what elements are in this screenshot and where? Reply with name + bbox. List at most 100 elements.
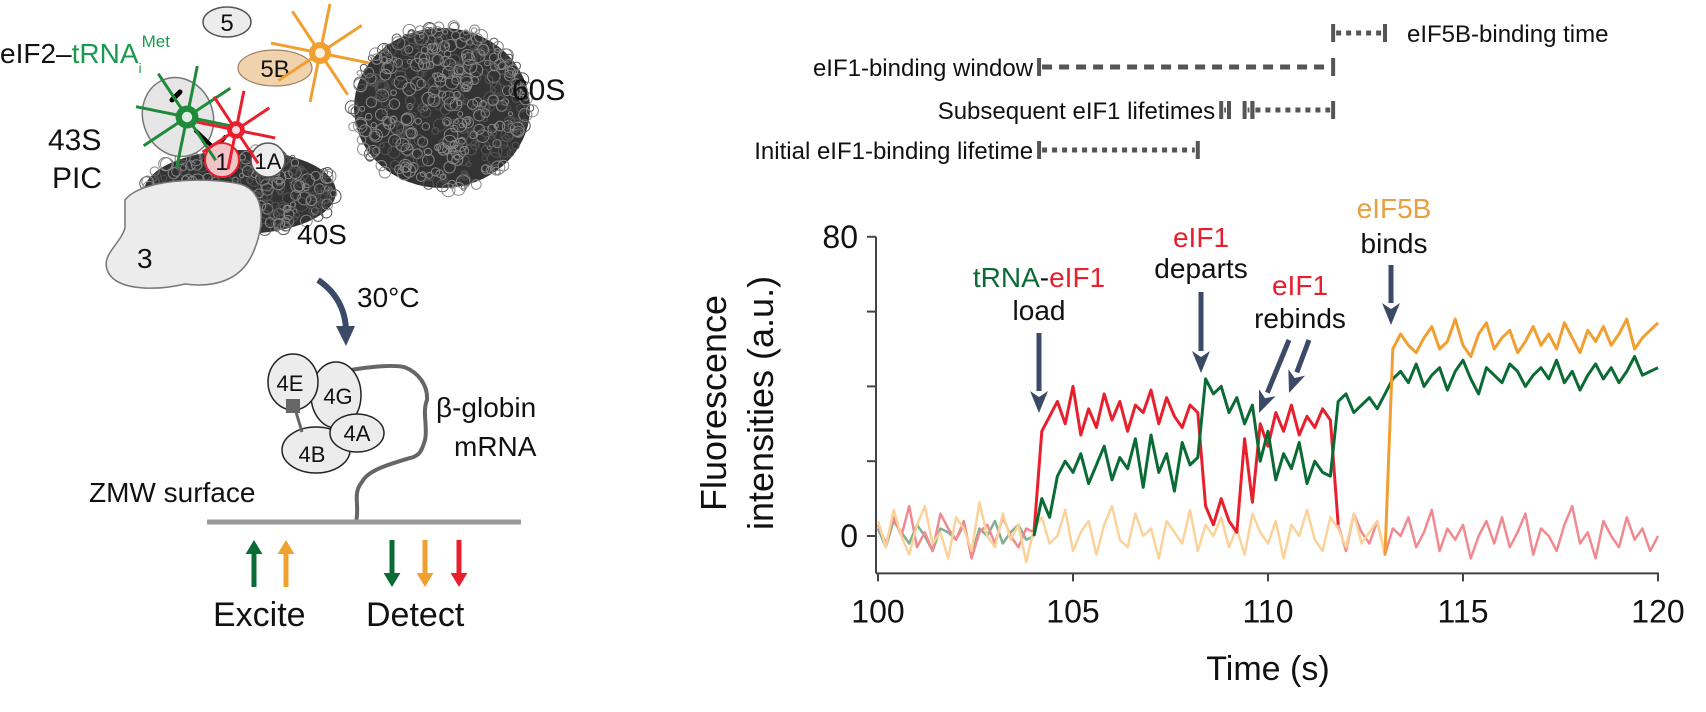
texture-loop (357, 142, 371, 156)
texture-loop (461, 53, 467, 59)
texture-loop (515, 127, 523, 135)
texture-loop (505, 105, 512, 111)
texture-loop (469, 40, 479, 50)
star-glow (315, 48, 325, 58)
x-tick-label: 105 (1046, 593, 1099, 629)
texture-loop (421, 91, 436, 106)
binding-timeline: eIF5B-binding time eIF1-binding window Sub… (754, 21, 1608, 165)
star-glow (181, 111, 193, 123)
excite-orange-arrow-icon-head (277, 540, 295, 554)
label-eif4g: 4G (323, 384, 352, 409)
texture-loop (489, 37, 499, 47)
texture-loop (314, 183, 326, 195)
texture-loop (305, 196, 318, 209)
texture-loop (326, 188, 342, 204)
texture-loop (481, 115, 489, 123)
annotation-load-title: tRNA-eIF1 (973, 262, 1105, 293)
texture-loop (449, 54, 461, 66)
texture-loop (484, 59, 491, 67)
texture-loop (449, 67, 465, 82)
texture-loop (484, 75, 494, 84)
excite-green-arrow-icon-head (245, 540, 263, 554)
texture-loop (443, 161, 456, 174)
texture-loop (420, 171, 426, 177)
texture-loop (394, 70, 407, 82)
texture-loop (491, 87, 497, 93)
texture-loop (361, 126, 373, 138)
laser-arrows (245, 540, 468, 587)
texture-loop (374, 108, 388, 121)
annotation-load: tRNA-eIF1 load (973, 262, 1105, 326)
texture-loop (434, 101, 444, 111)
texture-loop (378, 141, 392, 156)
label-eif1a: 1A (255, 149, 282, 174)
texture-loop (485, 165, 495, 175)
texture-loop (508, 111, 514, 117)
texture-loop (388, 114, 399, 125)
annotation-binds-verb: binds (1361, 228, 1428, 259)
texture-loop (419, 33, 425, 39)
timeline-row: Initial eIF1-binding lifetime (754, 138, 1200, 165)
texture-loop (428, 94, 440, 106)
texture-loop (469, 24, 481, 36)
texture-loop (366, 144, 380, 158)
texture-loop (473, 123, 485, 135)
texture-loop (347, 104, 360, 116)
texture-loop (310, 170, 321, 181)
texture-loop (296, 166, 303, 172)
label-temperature: 30°C (357, 282, 420, 313)
x-axis-label: Time (s) (1206, 650, 1329, 688)
texture-loop (451, 181, 466, 196)
texture-loop (364, 73, 379, 87)
rebinds-arrow-icon-head (1259, 389, 1276, 413)
departs-arrow-icon-head (1192, 351, 1210, 373)
texture-loop (511, 78, 522, 89)
timeline-label: Subsequent eIF1 lifetimes (938, 98, 1216, 125)
label-eif3: 3 (137, 243, 153, 274)
label-detect: Detect (366, 596, 465, 634)
texture-loop (494, 120, 506, 132)
texture-loop (400, 112, 415, 127)
texture-loop (449, 139, 459, 149)
texture-loop (417, 136, 429, 148)
texture-loop (364, 112, 373, 121)
annotation-departs-verb: departs (1154, 253, 1247, 284)
texture-loop (393, 119, 400, 126)
annotation-rebinds: eIF1 rebinds (1254, 270, 1346, 334)
texture-loop (375, 159, 387, 172)
texture-loop (378, 166, 392, 179)
texture-loop (404, 44, 414, 55)
y-tick-label: 80 (822, 219, 858, 255)
texture-loop (452, 117, 468, 133)
texture-loop (479, 99, 487, 108)
texture-loop (415, 172, 426, 182)
texture-loop (385, 57, 392, 64)
texture-loop (160, 174, 168, 182)
texture-loop (395, 137, 410, 152)
texture-loop (481, 155, 488, 162)
texture-loop (451, 75, 462, 86)
texture-loop (276, 201, 290, 215)
texture-loop (365, 153, 375, 162)
texture-loop (281, 215, 295, 228)
texture-loop (428, 27, 434, 33)
texture-loop (305, 194, 318, 207)
texture-loop (484, 135, 497, 148)
texture-loop (520, 81, 534, 95)
texture-loop (421, 153, 435, 167)
eif5b-ellipse (237, 49, 313, 87)
label-eif5: 5 (220, 10, 233, 37)
texture-loop (433, 72, 444, 83)
texture-loop (372, 95, 381, 104)
texture-loop (480, 108, 491, 118)
texture-loop (352, 118, 368, 134)
texture-loop (430, 167, 441, 177)
texture-loop (281, 192, 294, 205)
texture-loop (290, 201, 297, 208)
texture-loop (504, 66, 517, 79)
texture-loop (407, 106, 413, 112)
texture-loop (481, 68, 489, 76)
texture-loop (396, 123, 407, 134)
annotation-departs: eIF1 departs (1154, 222, 1247, 284)
texture-loop (439, 173, 447, 180)
